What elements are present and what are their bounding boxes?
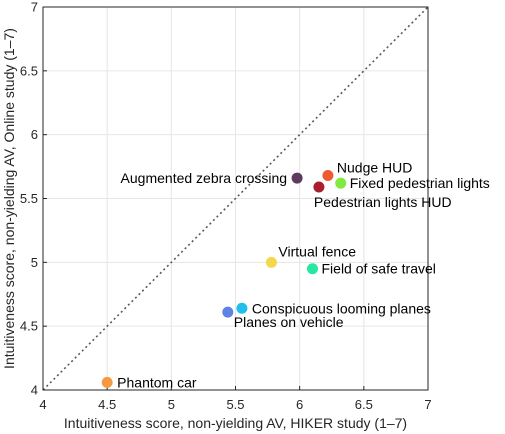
x-axis-label: Intuitiveness score, non-yielding AV, HI… — [64, 415, 407, 431]
y-tick-label: 4.5 — [20, 319, 38, 334]
point-label-conspicuous-looming-planes: Conspicuous looming planes — [252, 300, 431, 316]
y-axis-label: Intuitiveness score, non-yielding AV, On… — [1, 28, 17, 369]
x-tick-label: 6.5 — [355, 397, 373, 412]
point-pedestrian-lights-hud — [313, 181, 325, 193]
point-field-of-safe-travel — [307, 263, 318, 275]
y-tick-label: 7 — [31, 0, 38, 15]
point-phantom-car — [101, 376, 113, 388]
x-tick-label: 4.5 — [98, 397, 116, 412]
y-tick-label: 6 — [31, 127, 38, 142]
x-tick-label: 7 — [424, 397, 431, 412]
point-label-augmented-zebra-crossing: Augmented zebra crossing — [121, 170, 288, 186]
x-tick-label: 6 — [296, 397, 303, 412]
x-tick-label: 5 — [168, 397, 175, 412]
x-tick-label: 4 — [39, 397, 46, 412]
point-conspicuous-looming-planes — [236, 302, 248, 314]
point-nudge-hud — [322, 170, 334, 182]
y-tick-label: 4 — [31, 383, 38, 398]
y-axis-ticks: 4 4.5 5 5.5 6 6.5 7 — [20, 0, 47, 398]
x-tick-label: 5.5 — [226, 397, 244, 412]
reference-diagonal — [42, 6, 429, 391]
y-tick-label: 6.5 — [20, 63, 38, 78]
point-planes-on-vehicle — [222, 306, 234, 318]
point-virtual-fence — [265, 256, 277, 268]
y-tick-label: 5 — [31, 255, 38, 270]
x-axis-ticks: 4 4.5 5 5.5 6 6.5 7 — [39, 386, 432, 412]
point-label-pedestrian-lights-hud: Pedestrian lights HUD — [314, 194, 452, 210]
point-fixed-pedestrian-lights — [335, 177, 347, 189]
point-label-fixed-pedestrian-lights: Fixed pedestrian lights — [350, 175, 490, 191]
point-label-planes-on-vehicle: Planes on vehicle — [234, 314, 344, 330]
point-label-field-of-safe-travel: Field of safe travel — [322, 261, 436, 277]
point-label-virtual-fence: Virtual fence — [278, 243, 356, 259]
point-label-phantom-car: Phantom car — [117, 374, 197, 390]
y-tick-label: 5.5 — [20, 191, 38, 206]
point-label-nudge-hud: Nudge HUD — [337, 160, 412, 176]
point-augmented-zebra-crossing — [291, 172, 303, 184]
